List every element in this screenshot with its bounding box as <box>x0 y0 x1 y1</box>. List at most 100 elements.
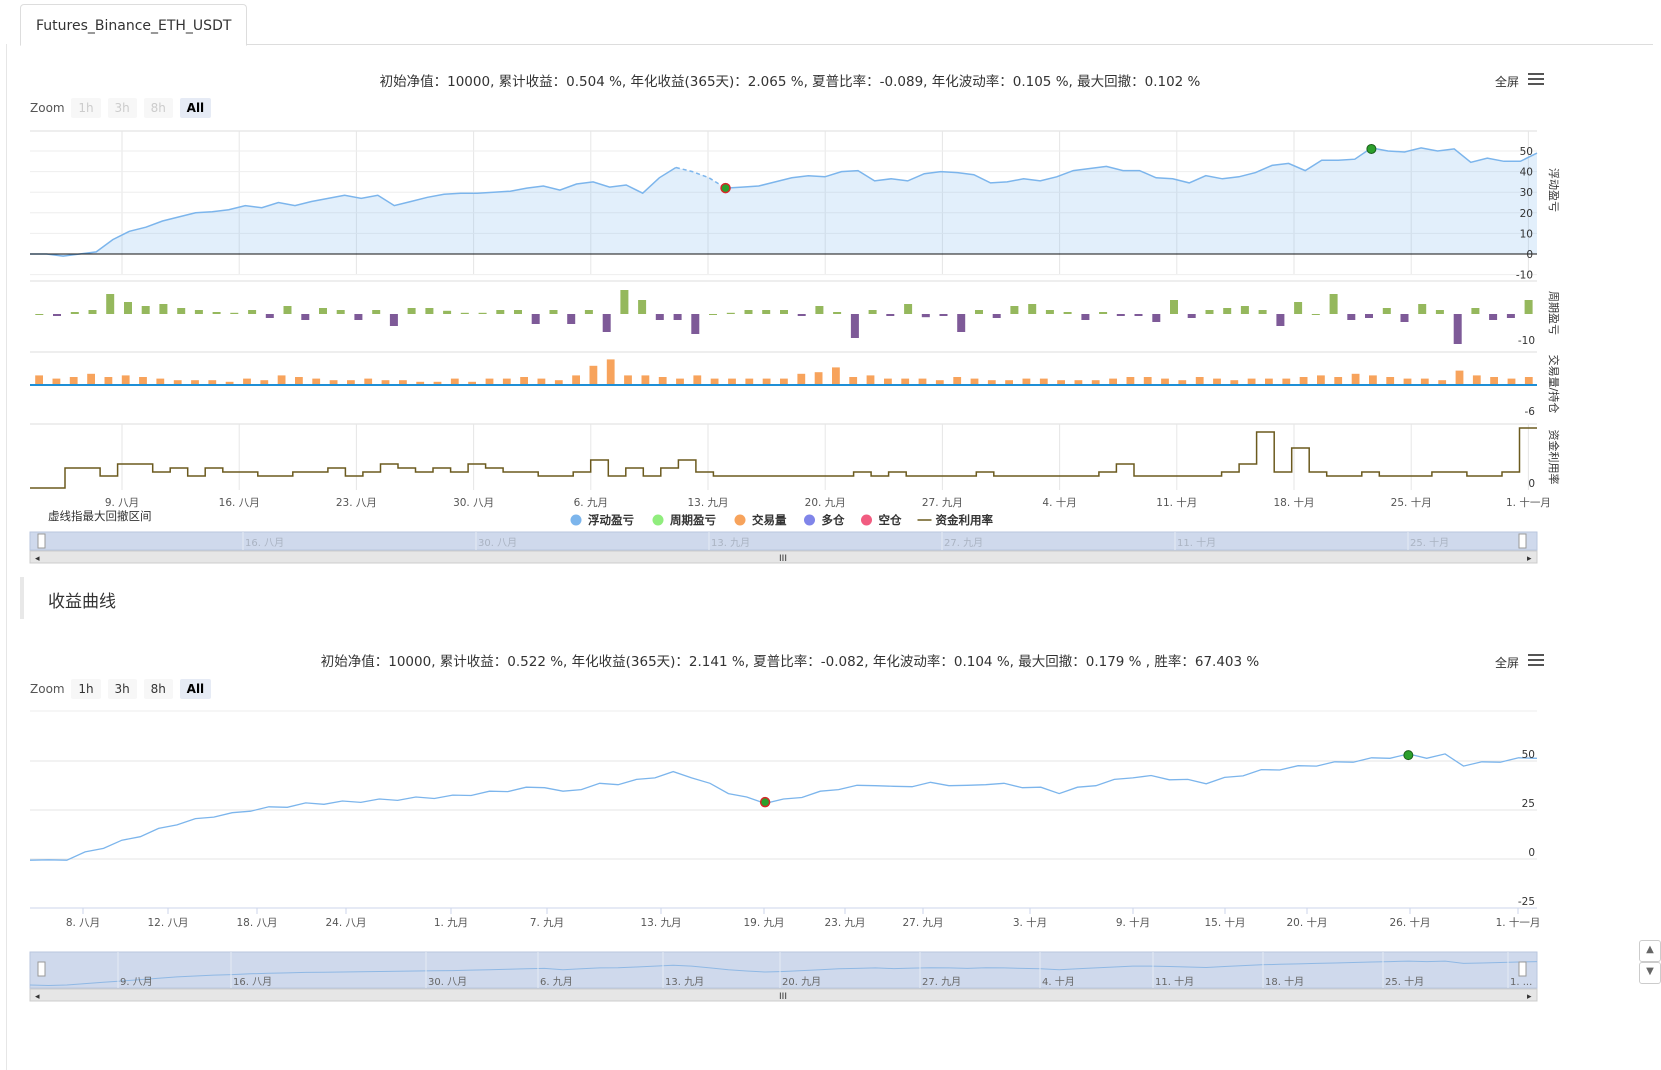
zoom-8h-button[interactable]: 8h <box>143 98 173 118</box>
period-pnl-bar <box>336 310 345 314</box>
volume-bar <box>658 377 667 385</box>
x-tick-label: 4. 十月 <box>1042 496 1076 509</box>
volume-bar <box>1005 380 1013 385</box>
period-pnl-bar <box>797 314 806 316</box>
chart1-menu-icon[interactable] <box>1528 73 1544 85</box>
scroll-down-button[interactable]: ▼ <box>1639 962 1661 984</box>
x-tick-label: 9. 八月 <box>105 497 139 509</box>
volume-bar <box>156 378 165 385</box>
legend-dot <box>861 514 872 526</box>
volume-bar <box>1490 377 1498 385</box>
x-tick-label: 20. 十月 <box>1286 916 1327 929</box>
volume-bar <box>832 367 840 385</box>
chart2-fullscreen-button[interactable]: 全屏 <box>1495 656 1520 670</box>
period-pnl-bar <box>301 314 310 320</box>
period-pnl-bar <box>833 312 842 314</box>
period-pnl-bar <box>744 310 753 314</box>
period-pnl-bar <box>939 314 948 316</box>
zoom-all-button[interactable]: All <box>179 679 212 699</box>
x-tick-label: 26. 十月 <box>1389 916 1430 929</box>
legend-item: 周期盈亏 <box>670 513 716 527</box>
volume-bar <box>364 378 373 385</box>
volume-bar <box>295 377 303 385</box>
period-pnl-bar <box>496 310 505 314</box>
util-rate-line <box>30 427 1537 489</box>
zoom-8h-button[interactable]: 8h <box>143 679 173 699</box>
drawdown-high-marker <box>1403 750 1414 761</box>
period-pnl-bar <box>1453 314 1462 344</box>
scroll-up-button[interactable]: ▲ <box>1639 940 1661 962</box>
volume-bar <box>1334 377 1343 385</box>
x-tick-label: 9. 十月 <box>1116 916 1150 929</box>
period-pnl-bar <box>549 310 558 314</box>
navigator-right-handle <box>1518 961 1527 977</box>
chart1-fullscreen-button[interactable]: 全屏 <box>1495 75 1520 89</box>
navigator-window <box>29 531 1538 551</box>
volume-bar <box>918 378 927 385</box>
navigator-tick-label: 11. 十月 <box>1155 975 1194 988</box>
zoom-all-button[interactable]: All <box>179 98 212 118</box>
volume-bar <box>277 375 286 385</box>
navigator-series <box>29 960 1538 987</box>
volume-bar <box>208 380 217 385</box>
volume-bar <box>260 380 269 385</box>
volume-bar <box>243 378 251 385</box>
volume-bar <box>537 378 546 385</box>
drawdown-low-marker <box>759 796 771 808</box>
chart2-menu-icon[interactable] <box>1528 654 1544 666</box>
navigator-tick-label: 18. 十月 <box>1265 975 1304 988</box>
navigator-left-handle <box>37 961 46 977</box>
volume-bar <box>589 365 598 385</box>
tab-futures-binance-eth-usdt[interactable]: Futures_Binance_ETH_USDT <box>20 4 248 46</box>
period-pnl-bar <box>957 314 966 332</box>
period-pnl-bar <box>762 310 771 314</box>
period-pnl-bar <box>567 314 576 324</box>
zoom-label: Zoom <box>30 682 65 696</box>
period-pnl-bar <box>212 312 221 314</box>
navigator-tick-label: 13. 九月 <box>711 537 750 549</box>
y-tick-label: 50 <box>1520 146 1533 158</box>
period-pnl-bar <box>1258 310 1267 314</box>
y-tick-label: -6 <box>1525 406 1536 418</box>
period-pnl-bar <box>1063 312 1072 314</box>
y-tick-label: 40 <box>1520 167 1533 179</box>
period-pnl-bar <box>407 308 416 314</box>
volume-bar <box>225 381 234 385</box>
zoom-3h-button[interactable]: 3h <box>107 98 137 118</box>
volume-bar <box>139 377 147 385</box>
period-pnl-bar <box>283 306 292 314</box>
volume-bar <box>87 373 95 385</box>
volume-bar <box>728 378 736 385</box>
period-pnl-bar <box>265 314 274 318</box>
tab-bar: Futures_Binance_ETH_USDT <box>20 4 1653 46</box>
period-pnl-bar <box>1400 314 1409 322</box>
navigator-tick-label: 27. 九月 <box>922 976 961 988</box>
volume-bar <box>191 380 199 385</box>
navigator-tick-label: 1. ... <box>1510 977 1532 988</box>
zoom-1h-button[interactable]: 1h <box>71 98 101 118</box>
zoom-1h-button[interactable]: 1h <box>71 679 101 699</box>
period-pnl-bar <box>1506 314 1515 318</box>
volume-bar <box>1230 380 1239 385</box>
volume-bar <box>1074 380 1083 385</box>
x-tick-label: 1. 十一月 <box>1496 916 1541 929</box>
period-pnl-bar <box>1045 310 1054 314</box>
volume-bar <box>1438 380 1447 385</box>
x-tick-label: 7. 九月 <box>530 917 564 929</box>
period-pnl-bar <box>1010 306 1019 314</box>
period-pnl-bar <box>1276 314 1285 326</box>
volume-bar <box>1195 377 1204 385</box>
period-pnl-bar <box>159 304 168 314</box>
x-tick-label: 24. 八月 <box>325 917 366 929</box>
volume-bar <box>1247 378 1256 385</box>
chart2-zoom-bar: Zoom 1h 3h 8h All <box>30 679 212 699</box>
drawdown-high-marker <box>1366 143 1377 154</box>
x-tick-label: 19. 九月 <box>743 917 784 929</box>
volume-bar <box>381 380 390 385</box>
zoom-3h-button[interactable]: 3h <box>107 679 137 699</box>
period-pnl-bar <box>354 314 363 320</box>
volume-bar <box>347 380 355 385</box>
volume-bar <box>780 378 788 385</box>
period-pnl-bar <box>1489 314 1498 320</box>
legend-item: 多仓 <box>822 513 845 527</box>
